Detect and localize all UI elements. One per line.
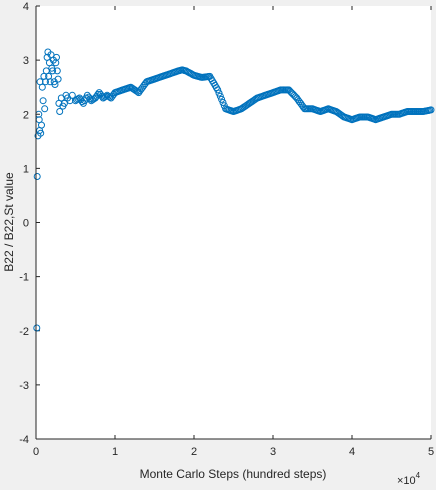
y-tick-label: -1 [19,272,29,284]
data-point [42,78,49,86]
data-point [93,92,101,100]
data-point [370,115,378,123]
x-axis-title: Monte Carlo Steps (hundred steps) [140,467,327,481]
data-point [38,121,45,129]
x-exponent-label: ×104 [397,471,421,487]
data-point [52,59,60,67]
data-point [33,324,41,332]
data-point [108,92,116,100]
y-tick-label: 2 [23,109,29,121]
x-tick-label: 0 [33,446,39,458]
data-point [54,75,62,83]
y-axis-title: B22 / B22,St value [2,172,16,272]
data-point [347,115,355,123]
data-point [418,108,426,115]
x-tick-labels: 0 1 2 3 4 5 [33,446,434,458]
y-tick-label: -2 [19,326,29,338]
y-tick-label: -4 [19,434,29,446]
data-point [68,91,76,99]
data-point [402,108,410,116]
data-point [94,90,102,98]
data-point [323,105,331,113]
data-point [60,99,68,107]
y-tick-label: -3 [19,380,29,392]
data-point [386,111,394,119]
data-point [41,105,49,113]
data-point [102,92,110,100]
data-point [298,101,306,109]
y-tick-labels: -4 -3 -2 -1 0 1 2 3 4 [19,1,29,446]
data-point [290,91,298,99]
data-point [212,84,220,92]
data-point [39,97,47,105]
data-point [276,86,284,94]
x-exponent-power: 4 [416,471,421,480]
x-tick-label: 3 [270,446,276,458]
plot-area [36,6,431,439]
x-tick-label: 1 [112,446,118,458]
y-tick-label: 3 [23,55,29,67]
data-point [355,113,363,121]
data-point [53,53,60,61]
data-point [197,73,205,81]
data-markers [33,48,435,332]
y-tick-label: 4 [23,1,29,13]
data-point [49,67,57,75]
data-point [216,92,224,100]
data-point [410,108,418,115]
data-point [89,96,97,104]
x-tick-label: 4 [349,446,355,458]
y-tick-label: 1 [23,163,29,175]
data-point [228,107,236,115]
data-point [307,105,315,113]
x-tick-label: 2 [191,446,197,458]
data-point [101,93,108,101]
data-point [140,81,148,89]
data-point [33,173,41,180]
x-exponent-base: ×10 [397,475,416,487]
data-point [37,129,45,137]
data-point [53,67,61,75]
x-tick-label: 5 [428,446,434,458]
data-point [315,107,323,115]
data-point [56,108,64,115]
data-point [177,66,185,74]
data-point [426,106,434,114]
y-tick-label: 0 [23,218,29,230]
data-point [219,99,227,106]
data-point [38,83,46,91]
data-point [51,81,59,88]
data-point [215,89,223,97]
